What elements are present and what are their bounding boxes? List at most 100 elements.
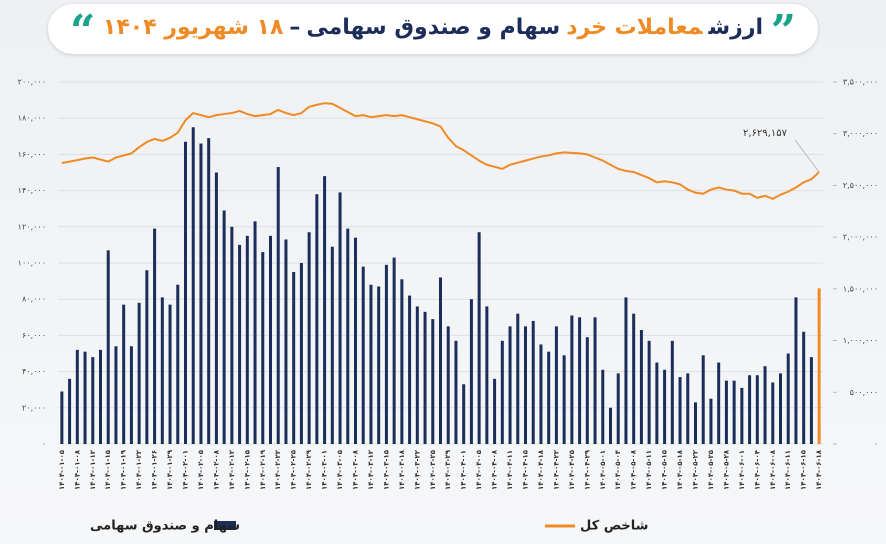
- x-tick-label: ۱۴۰۴-۰۳-۲۹: [444, 449, 452, 490]
- bar: [547, 351, 551, 444]
- bar: [222, 210, 226, 444]
- x-tick-label: ۱۴۰۴-۰۶-۱۱: [784, 450, 792, 490]
- y2-tick-label: ۱,۰۰۰,۰۰۰: [843, 336, 878, 345]
- bar: [578, 317, 582, 444]
- bar: [686, 373, 690, 444]
- bar: [384, 264, 388, 444]
- bar: [639, 329, 643, 444]
- x-tick-label: ۱۴۰۴-۰۲-۲۵: [290, 449, 298, 490]
- y-tick-label: ۱۸۰,۰۰۰: [18, 114, 46, 123]
- x-tick-label: ۱۴۰۴-۰۱-۲۶: [151, 450, 159, 490]
- bar: [678, 377, 682, 444]
- bar: [99, 349, 102, 444]
- x-tick-label: ۱۴۰۴-۰۶-۱۸: [815, 449, 823, 490]
- bar: [446, 326, 450, 444]
- x-tick-label: ۱۴۰۴-۰۳-۰۵: [336, 449, 344, 490]
- bar: [663, 369, 667, 444]
- bar: [168, 304, 172, 444]
- x-tick-label: ۱۴۰۴-۰۳-۱۲: [367, 449, 375, 490]
- bar: [323, 176, 327, 444]
- x-tick-label: ۱۴۰۴-۰۱-۱۲: [89, 449, 97, 490]
- bar: [709, 398, 713, 444]
- x-tick-label: ۱۴۰۴-۰۳-۱۵: [382, 449, 390, 490]
- annotation-leader: [794, 139, 820, 173]
- bar: [601, 369, 605, 444]
- bar: [238, 244, 242, 444]
- bar: [500, 340, 504, 444]
- x-tick-label: ۱۴۰۴-۰۴-۰۱: [460, 450, 468, 490]
- bar: [439, 277, 442, 444]
- bar: [670, 340, 674, 444]
- bar: [794, 297, 798, 444]
- y-tick-label: ۱۴۰,۰۰۰: [18, 186, 46, 195]
- x-tick-label: ۱۴۰۴-۰۵-۲۸: [722, 449, 730, 490]
- y2-tick-label: ۳,۵۰۰,۰۰۰: [843, 78, 878, 87]
- bar: [276, 167, 280, 444]
- bar: [562, 355, 566, 444]
- bar: [763, 366, 767, 444]
- bar: [91, 357, 95, 444]
- y2-tick-label: ۰: [874, 440, 878, 449]
- x-tick-label: ۱۴۰۴-۰۲-۱۵: [243, 449, 251, 490]
- x-tick-label: ۱۴۰۴-۰۵-۰۴: [614, 449, 622, 490]
- bar: [748, 375, 752, 444]
- bar: [392, 257, 396, 444]
- bar: [647, 340, 651, 444]
- x-tick-label: ۱۴۰۴-۰۳-۰۱: [321, 450, 329, 490]
- legend-label: شاخص کل: [580, 519, 648, 534]
- y-tick-label: ۱۰۰,۰۰۰: [18, 259, 46, 268]
- bar: [624, 297, 628, 444]
- bar: [755, 375, 759, 444]
- y2-tick-label: ۲,۰۰۰,۰۰۰: [843, 233, 878, 242]
- bar: [114, 346, 118, 444]
- bar: [122, 304, 126, 444]
- bar: [786, 353, 790, 444]
- y-tick-label: ۶۰,۰۰۰: [22, 331, 46, 340]
- x-tick-label: ۱۴۰۴-۰۵-۱۵: [661, 449, 669, 490]
- bar: [431, 319, 435, 444]
- bar: [531, 320, 535, 444]
- bar: [145, 270, 149, 444]
- bar: [724, 380, 728, 444]
- annotation: ۲,۶۲۹,۱۵۷: [743, 128, 788, 139]
- bar: [485, 306, 489, 444]
- x-tick-label: ۱۴۰۴-۰۶-۰۸: [769, 449, 777, 490]
- y2-tick-label: ۳,۰۰۰,۰۰۰: [843, 129, 878, 138]
- title-part: معاملات خرد: [566, 15, 703, 40]
- bar: [369, 284, 373, 444]
- y2-tick-label: ۵۰۰,۰۰۰: [850, 388, 878, 397]
- x-tick-label: ۱۴۰۴-۰۲-۲۲: [274, 449, 282, 490]
- bar: [516, 313, 520, 444]
- x-tick-label: ۱۴۰۴-۰۵-۲۵: [707, 449, 715, 490]
- bar: [593, 317, 597, 444]
- x-tick-label: ۱۴۰۴-۰۲-۰۸: [212, 449, 220, 490]
- bar: [469, 299, 473, 444]
- bar: [299, 263, 303, 444]
- index-line: [61, 102, 820, 200]
- x-tick-label: ۱۴۰۴-۰۲-۰۱: [182, 450, 190, 490]
- x-tick-label: ۱۴۰۴-۰۶-۰۴: [753, 449, 761, 490]
- bar: [214, 172, 218, 444]
- bar: [137, 302, 141, 444]
- bar: [408, 295, 412, 444]
- bar: [493, 378, 497, 444]
- y-tick-label: ۲۰,۰۰۰: [22, 403, 46, 412]
- bar: [817, 288, 821, 444]
- x-tick-label: ۱۴۰۴-۰۱-۱۹: [120, 449, 128, 490]
- title-part: سهام و صندوق سهامی: [306, 15, 561, 40]
- bar: [346, 228, 350, 444]
- y-tick-label: ۱۲۰,۰۰۰: [18, 222, 46, 231]
- x-tick-label: ۱۴۰۴-۰۲-۲۹: [305, 449, 313, 490]
- y-tick-label: ۰: [42, 440, 46, 449]
- x-tick-label: ۱۴۰۴-۰۵-۰۱: [599, 450, 607, 490]
- bar: [508, 326, 512, 444]
- x-tick-label: ۱۴۰۴-۰۴-۰۵: [475, 449, 483, 490]
- bar: [230, 226, 234, 444]
- x-tick-label: ۱۴۰۴-۰۳-۱۸: [398, 449, 406, 490]
- bar: [106, 250, 110, 444]
- bar: [160, 297, 164, 444]
- bar: [771, 382, 775, 444]
- bar: [423, 311, 427, 444]
- bar: [717, 362, 721, 444]
